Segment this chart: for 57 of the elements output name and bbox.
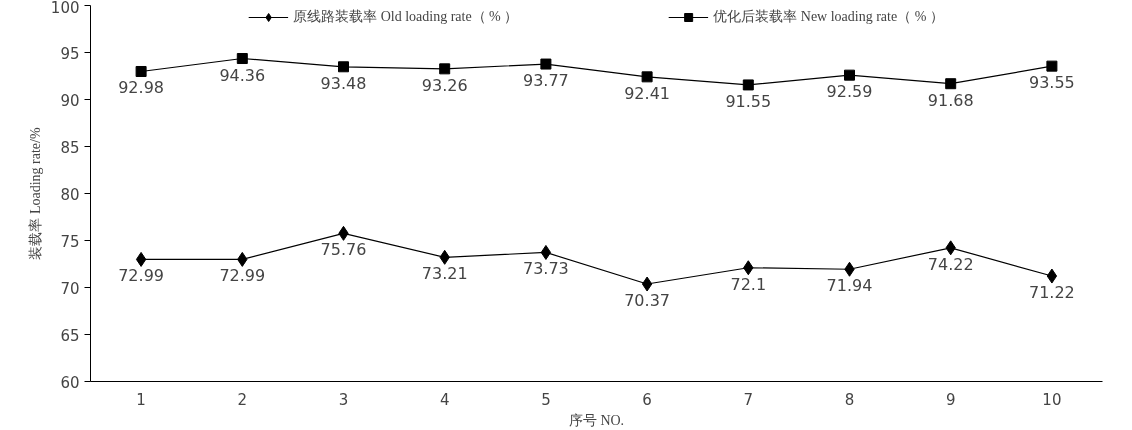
point xyxy=(236,53,248,65)
data-label: 93.26 xyxy=(421,75,468,95)
y-tick-label: 100 xyxy=(50,0,80,17)
y-tick-label: 90 xyxy=(60,91,80,110)
data-label: 75.76 xyxy=(320,240,367,260)
x-tick-label: 6 xyxy=(642,390,652,409)
x-axis-title: 序号 NO. xyxy=(568,412,625,428)
data-label: 91.68 xyxy=(927,90,974,110)
data-label: 70.37 xyxy=(624,291,671,311)
data-label: 74.22 xyxy=(927,254,974,274)
point xyxy=(641,276,653,292)
point xyxy=(135,65,147,77)
data-label: 73.21 xyxy=(421,264,468,284)
y-tick-label: 70 xyxy=(60,279,80,298)
data-label: 92.98 xyxy=(118,78,165,98)
point xyxy=(1046,60,1058,72)
x-tick-label: 1 xyxy=(136,390,146,409)
data-label: 94.36 xyxy=(219,65,266,85)
point xyxy=(641,71,653,83)
x-tick-label: 10 xyxy=(1042,390,1062,409)
y-tick-label: 95 xyxy=(60,44,80,63)
point xyxy=(844,69,855,81)
legend-label: 原线路装载率 Old loading rate（ % ） xyxy=(293,8,519,26)
data-label: 93.77 xyxy=(523,71,569,91)
data-label: 71.94 xyxy=(826,276,873,296)
data-label: 93.55 xyxy=(1029,73,1075,93)
x-tick-label: 8 xyxy=(844,390,855,409)
point xyxy=(540,58,552,70)
y-tick-label: 80 xyxy=(60,185,80,204)
point xyxy=(135,251,147,267)
x-tick-label: 9 xyxy=(945,390,956,409)
data-label: 72.99 xyxy=(118,266,165,286)
x-tick-label: 2 xyxy=(237,390,248,409)
data-label: 92.59 xyxy=(826,82,873,102)
point xyxy=(1046,268,1058,284)
x-tick-label: 7 xyxy=(743,390,754,409)
x-tick-label: 4 xyxy=(439,390,450,409)
data-label: 91.55 xyxy=(725,91,772,111)
data-label: 93.48 xyxy=(320,73,367,93)
data-label: 92.41 xyxy=(624,83,671,103)
x-tick-label: 3 xyxy=(338,390,349,409)
legend-label: 优化后装载率 New loading rate（ % ） xyxy=(713,8,944,26)
data-label: 71.22 xyxy=(1029,283,1075,303)
point xyxy=(338,61,349,73)
y-tick-label: 60 xyxy=(60,373,80,392)
y-tick-label: 85 xyxy=(60,138,80,157)
x-tick-label: 5 xyxy=(541,390,551,409)
y-axis-title: 装载率 Loading rate/% xyxy=(27,127,43,260)
data-label: 73.73 xyxy=(523,259,569,279)
point xyxy=(540,244,552,260)
point xyxy=(742,79,754,91)
data-label: 72.1 xyxy=(730,274,767,294)
point xyxy=(439,63,451,75)
y-tick-label: 65 xyxy=(60,326,80,345)
y-tick-label: 75 xyxy=(60,232,80,251)
data-label: 72.99 xyxy=(219,266,266,286)
point xyxy=(945,78,957,90)
